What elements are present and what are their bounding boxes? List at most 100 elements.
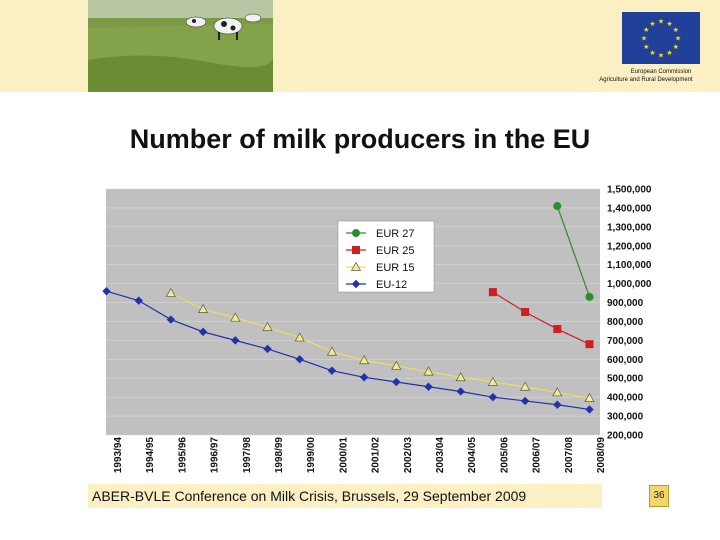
- data-point-eu-12: [520, 396, 530, 406]
- eu-star-icon: ★: [658, 18, 664, 26]
- footer-box: [88, 484, 602, 508]
- data-point-eu-12: [327, 366, 337, 375]
- data-point-eur-15: [165, 287, 176, 297]
- x-tick-label: 2005/06: [499, 437, 510, 474]
- x-tick-label: 1993/94: [113, 437, 124, 474]
- data-point-eur-15: [423, 366, 434, 376]
- data-point-eur-15: [262, 321, 273, 331]
- y-tick-label: 600,000: [607, 355, 644, 366]
- legend-label: EUR 27: [376, 228, 415, 240]
- y-tick-label: 700,000: [607, 336, 644, 347]
- data-point-eur-15: [198, 303, 209, 314]
- data-point-eu-12: [231, 336, 240, 345]
- x-tick-label: 2002/03: [403, 437, 414, 474]
- x-tick-label: 1996/97: [210, 437, 221, 474]
- data-point-eu-12: [263, 344, 272, 354]
- data-point-eu-12: [166, 315, 176, 324]
- y-tick-label: 1,100,000: [607, 260, 652, 271]
- data-point-eur-15: [552, 387, 563, 397]
- eu-star-icon: ★: [675, 35, 681, 43]
- legend-marker: [352, 246, 360, 254]
- data-point-eur-25: [521, 308, 530, 316]
- series-group: [102, 202, 595, 414]
- eu-star-icon: ★: [641, 35, 647, 43]
- legend-item: EU-12: [346, 279, 407, 291]
- data-point-eur-27: [553, 202, 562, 211]
- data-point-eur-15: [391, 360, 402, 370]
- y-tick-label: 1,400,000: [607, 203, 652, 214]
- y-tick-label: 200,000: [607, 431, 644, 442]
- data-point-eur-25: [585, 340, 594, 349]
- x-tick-label: 2003/04: [435, 437, 446, 474]
- legend-marker: [352, 229, 360, 237]
- series-line-eur-25: [492, 291, 590, 345]
- y-tick-label: 800,000: [607, 317, 644, 328]
- series-line-eur-27: [556, 205, 591, 298]
- data-point-eur-15: [359, 355, 370, 365]
- series-eur-15: [165, 287, 595, 402]
- eu-star-icon: ★: [658, 52, 664, 60]
- x-tick-label: 2004/05: [467, 437, 478, 474]
- series-line-eu-12: [106, 290, 590, 411]
- page-number: 36: [649, 485, 669, 507]
- x-tick-label: 1998/99: [274, 437, 285, 474]
- y-tick-label: 1,300,000: [607, 222, 652, 233]
- x-tick-label: 2008/09: [596, 437, 607, 474]
- data-point-eu-12: [488, 392, 498, 402]
- footer-text: ABER-BVLE Conference on Milk Crisis, Bru…: [92, 488, 527, 504]
- y-tick-label: 1,200,000: [607, 241, 652, 252]
- legend-marker: [351, 279, 361, 289]
- slide-title: Number of milk producers in the EU: [129, 124, 591, 154]
- series-eur-27: [553, 202, 594, 301]
- logo-text-line1: European Commission: [631, 69, 692, 75]
- data-point-eur-15: [584, 392, 595, 402]
- data-point-eu-12: [424, 382, 433, 391]
- x-tick-label: 1999/00: [306, 437, 317, 474]
- eu-star-icon: ★: [666, 49, 672, 57]
- x-tick-label: 1995/96: [177, 437, 188, 474]
- data-point-eur-15: [455, 372, 466, 382]
- legend-item: EUR 15: [346, 261, 415, 274]
- y-tick-label: 1,500,000: [607, 185, 652, 196]
- data-point-eu-12: [134, 296, 143, 305]
- data-point-eu-12: [392, 377, 401, 387]
- series-eur-25: [488, 288, 594, 349]
- legend-marker: [350, 261, 362, 271]
- x-tick-label: 2006/07: [532, 437, 543, 474]
- series-line-eur-15: [170, 292, 590, 399]
- data-point-eu-12: [198, 327, 208, 337]
- eu-star-icon: ★: [666, 20, 672, 28]
- data-point-eur-15: [294, 332, 305, 342]
- legend-item: EUR 27: [346, 228, 415, 240]
- data-point-eur-15: [520, 381, 531, 391]
- data-point-eur-25: [488, 288, 497, 297]
- data-point-eu-12: [102, 286, 111, 296]
- cows-photo: [88, 0, 273, 92]
- y-tick-label: 1,000,000: [607, 279, 652, 290]
- y-axis-ticks: 1,500,000 1,400,000 1,300,000 1,200,000 1,10…: [607, 185, 652, 442]
- y-tick-label: 500,000: [607, 374, 644, 385]
- legend-item: EUR 25: [346, 245, 415, 257]
- data-point-eur-27: [585, 292, 594, 301]
- eu-star-icon: ★: [649, 20, 655, 28]
- eu-commission-logo: ★ ★ ★ ★ ★ ★ ★ ★ ★ ★ ★ ★ European Commission Agricul…: [578, 6, 718, 86]
- legend: EUR 27 EUR 25 EUR 15 EU-12: [337, 220, 435, 293]
- data-point-eu-12: [295, 355, 304, 364]
- legend-label: EUR 25: [376, 245, 415, 257]
- x-tick-label: 1997/98: [242, 437, 253, 474]
- eu-star-icon: ★: [643, 43, 649, 51]
- x-tick-label: 1994/95: [145, 437, 156, 474]
- eu-star-icon: ★: [673, 26, 679, 34]
- eu-star-icon: ★: [673, 43, 679, 51]
- x-axis-ticks: 1993/94 1994/95 1995/96 1996/97 1997/98 1998/…: [113, 437, 607, 474]
- data-point-eu-12: [359, 373, 369, 382]
- eu-star-icon: ★: [643, 26, 649, 34]
- x-tick-label: 2000/01: [338, 437, 349, 474]
- data-point-eu-12: [456, 387, 465, 396]
- data-point-eu-12: [585, 405, 594, 414]
- x-tick-label: 2007/08: [564, 437, 575, 474]
- y-tick-label: 400,000: [607, 393, 644, 404]
- data-point-eur-15: [230, 312, 241, 322]
- y-tick-label: 300,000: [607, 412, 644, 423]
